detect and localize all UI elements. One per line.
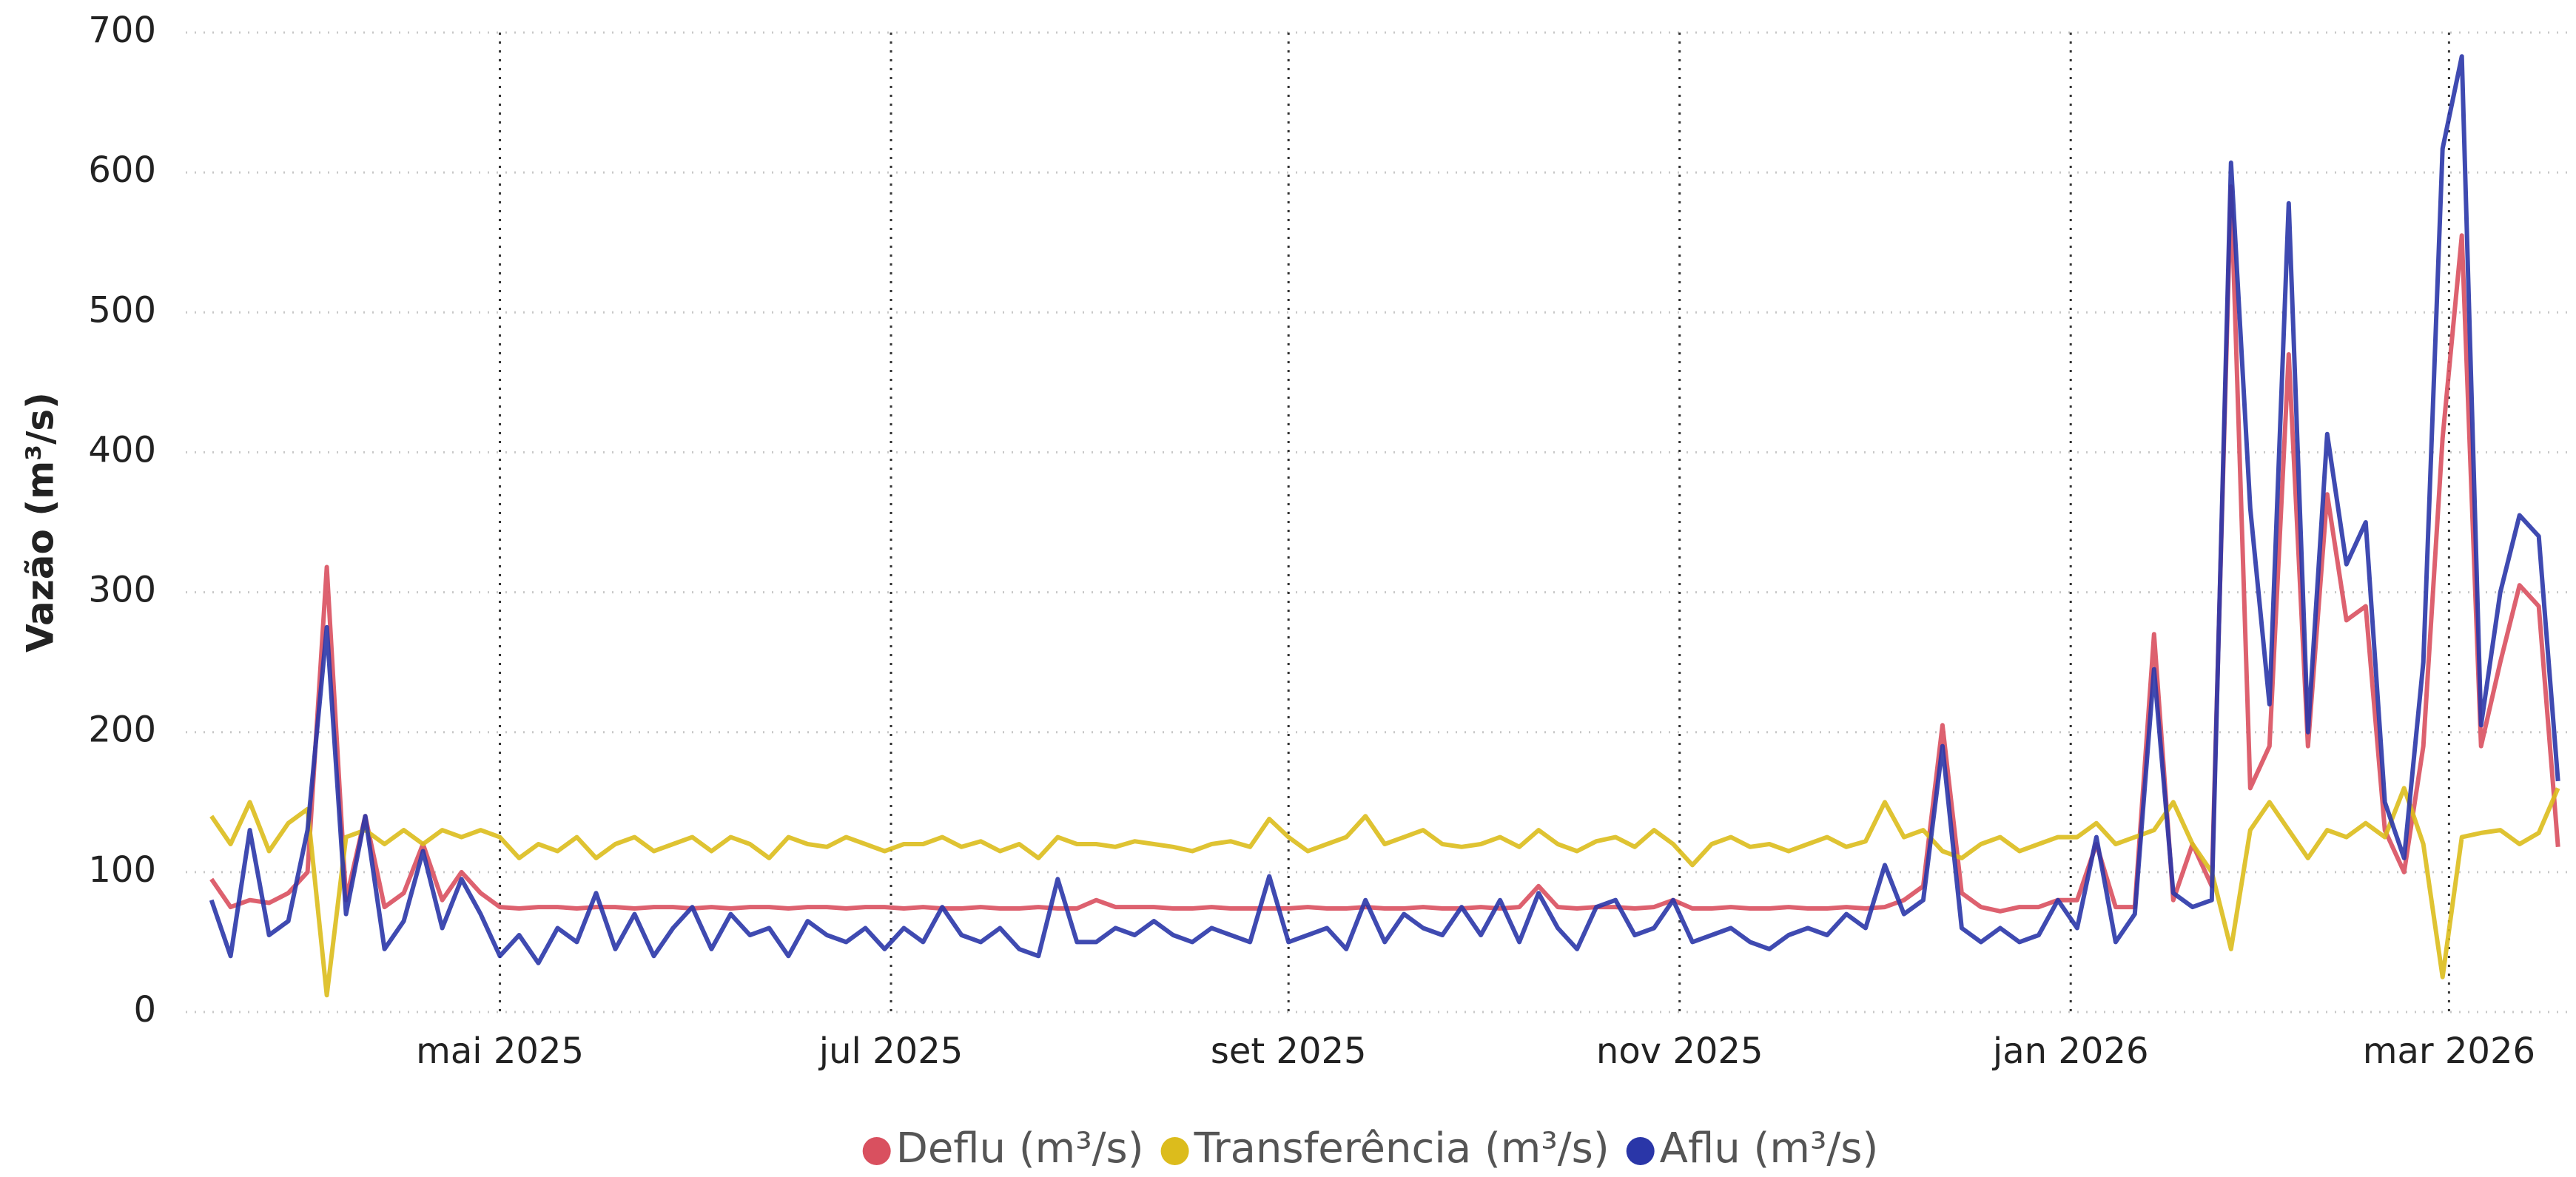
y-tick-label: 100	[88, 849, 156, 891]
x-tick-label: mar 2026	[2363, 1031, 2535, 1072]
legend-marker	[1626, 1137, 1655, 1165]
series-line	[209, 54, 2560, 965]
series-line	[209, 184, 2560, 914]
legend-item: Transferência (m³/s)	[1160, 1124, 1610, 1173]
x-tick-label: jan 2026	[1992, 1031, 2149, 1072]
y-axis-label: Vazão (m³/s)	[19, 392, 62, 652]
legend-marker	[1160, 1137, 1189, 1165]
series-line	[209, 786, 2560, 998]
y-tick-label: 200	[88, 709, 156, 751]
y-tick-label: 500	[88, 289, 156, 331]
legend-marker	[862, 1137, 891, 1165]
y-tick-label: 0	[133, 989, 156, 1031]
legend: Deflu (m³/s) Transferência (m³/s) Aflu (m³…	[862, 1124, 1879, 1173]
legend-label: Aflu (m³/s)	[1660, 1124, 1879, 1173]
y-tick-label: 600	[88, 149, 156, 191]
legend-label: Deflu (m³/s)	[896, 1124, 1144, 1173]
legend-item: Aflu (m³/s)	[1626, 1124, 1879, 1173]
x-tick-label: mai 2025	[416, 1031, 584, 1072]
y-tick-label: 700	[88, 10, 156, 51]
x-tick-label: nov 2025	[1596, 1031, 1763, 1072]
y-tick-label: 400	[88, 429, 156, 471]
y-tick-label: 300	[88, 570, 156, 611]
legend-label: Transferência (m³/s)	[1194, 1124, 1610, 1173]
x-tick-label: set 2025	[1211, 1031, 1367, 1072]
x-tick-label: jul 2025	[818, 1031, 964, 1072]
legend-item: Deflu (m³/s)	[862, 1124, 1144, 1173]
